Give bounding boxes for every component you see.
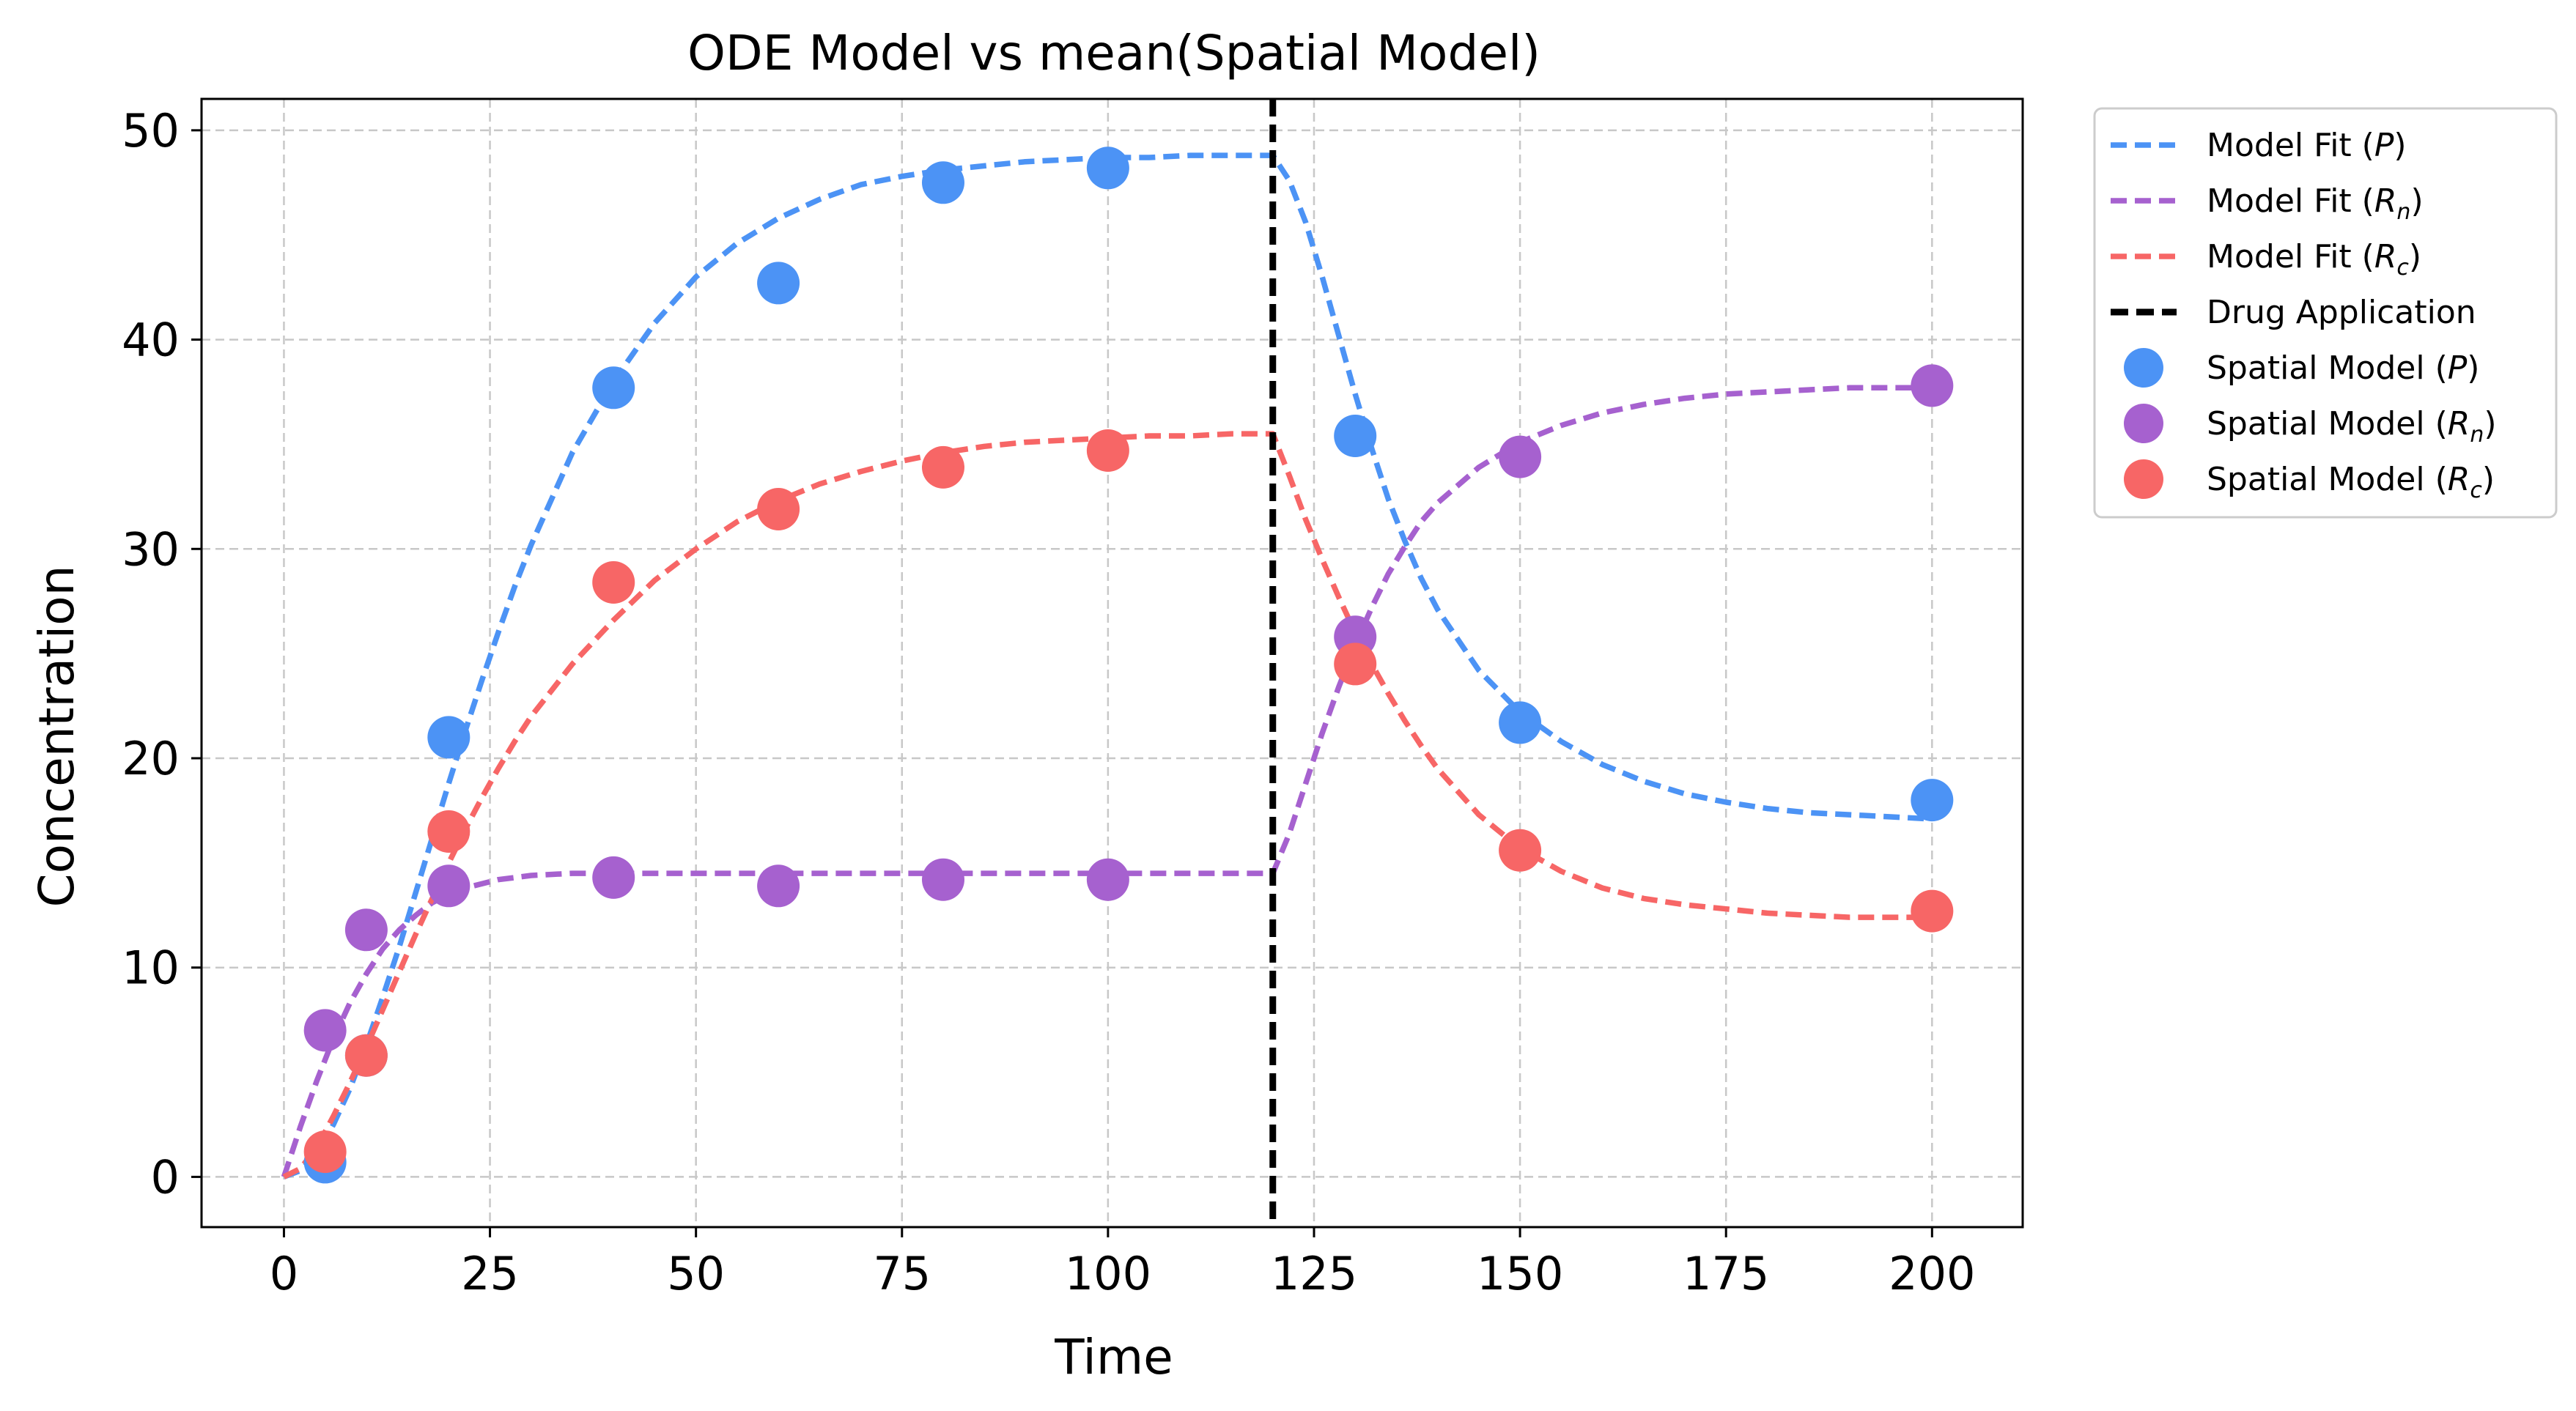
spatial-model-point — [303, 1009, 347, 1052]
legend-label: Spatial Model (Rn) — [2207, 405, 2497, 448]
spatial-model-point — [921, 161, 964, 204]
spatial-model-point — [921, 445, 964, 489]
x-tick-label: 25 — [461, 1247, 519, 1300]
y-tick-label: 20 — [122, 732, 180, 785]
spatial-model-point — [1499, 701, 1542, 744]
legend-label: Spatial Model (P) — [2207, 349, 2479, 387]
plot-frame — [200, 97, 2024, 1229]
legend-label: Drug Application — [2207, 294, 2476, 331]
plot-area: 0 25 50 75 100 125 150 175 200 0 10 20 30 40 50 — [122, 97, 2024, 1300]
legend-marker — [2124, 459, 2163, 499]
legend-label: Model Fit (P) — [2207, 127, 2407, 164]
chart-title: ODE Model vs mean(Spatial Model) — [687, 25, 1540, 81]
spatial-model-point — [1086, 147, 1129, 190]
spatial-model-point — [1499, 829, 1542, 872]
legend-label: Model Fit (Rc) — [2207, 238, 2421, 281]
y-tick-label: 0 — [151, 1150, 180, 1204]
spatial-model-point — [1911, 779, 1954, 822]
spatial-model-point — [427, 716, 470, 759]
legend: Model Fit (P) Model Fit (Rn) Model Fit (Rc… — [2093, 107, 2558, 519]
spatial-model-point — [757, 488, 800, 530]
x-axis-label: Time — [1054, 1329, 1173, 1385]
spatial-model-point — [1334, 642, 1377, 686]
spatial-model-point — [1911, 889, 1954, 933]
legend-frame — [2093, 107, 2558, 519]
x-tick-label: 200 — [1889, 1247, 1975, 1300]
spatial-model-point — [921, 858, 964, 901]
y-tick-label: 30 — [122, 522, 180, 576]
y-axis-label: Concentration — [29, 566, 85, 908]
y-tick-label: 10 — [122, 941, 180, 995]
spatial-model-point — [1086, 429, 1129, 472]
x-tick-label: 100 — [1065, 1247, 1151, 1300]
spatial-model-point — [1334, 415, 1377, 457]
spatial-model-point — [1499, 435, 1542, 478]
x-tick-label: 150 — [1477, 1247, 1563, 1300]
x-tick-label: 75 — [873, 1247, 931, 1300]
spatial-model-point — [344, 908, 388, 952]
legend-marker — [2124, 348, 2163, 388]
spatial-model-point — [757, 864, 800, 908]
x-tick-label: 125 — [1271, 1247, 1357, 1300]
spatial-model-point — [592, 366, 635, 410]
x-tick-label: 0 — [270, 1247, 298, 1300]
spatial-model-point — [427, 864, 470, 908]
y-tick-label: 50 — [122, 104, 180, 158]
spatial-model-point — [592, 856, 635, 899]
legend-label: Model Fit (Rn) — [2207, 182, 2424, 225]
y-tick-label: 40 — [122, 314, 180, 367]
spatial-model-point — [757, 262, 800, 305]
x-tick-label: 175 — [1683, 1247, 1769, 1300]
spatial-model-point — [1911, 364, 1954, 407]
spatial-model-point — [427, 810, 470, 853]
spatial-model-point — [344, 1034, 388, 1077]
spatial-model-point — [1086, 858, 1129, 901]
x-tick-label: 50 — [667, 1247, 725, 1300]
legend-marker — [2124, 404, 2163, 443]
spatial-model-point — [592, 561, 635, 604]
legend-label: Spatial Model (Rc) — [2207, 461, 2495, 503]
spatial-model-point — [303, 1130, 347, 1174]
